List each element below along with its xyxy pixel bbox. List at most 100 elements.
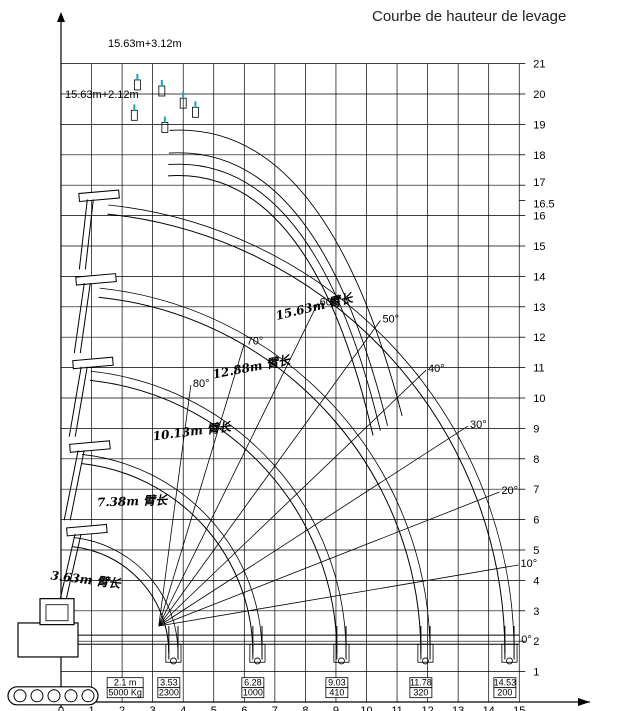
boom-drawing [58,73,199,604]
hook-icon [161,122,169,133]
boom-arm [78,199,88,270]
boom-head [69,440,111,453]
angle-label: 50° [382,313,399,325]
jib-curve [169,129,403,417]
boom-head [72,356,114,370]
x-tick-label: 15 [513,705,525,711]
hook-icon [192,106,199,118]
x-tick-label: 13 [452,705,464,711]
capacity-load-box [106,687,144,699]
hook-block [506,657,513,665]
y-tick-label: 14 [533,271,545,283]
track-wheel [64,689,78,703]
y-tick-label: 9 [533,423,539,435]
capacity-radius-label: 3.53 [160,678,178,688]
capacity-radius-label: 2.1 m [114,678,137,688]
grid [61,63,520,703]
jib-label: 15.63m+3.12m [108,38,182,50]
y-tick-label: 17 [533,177,545,189]
boom-head [66,523,108,537]
hook-block [170,657,177,665]
jib-label: 15.63m+2.12m [65,89,139,101]
x-tick-label: 12 [421,705,433,711]
boom-arm [68,366,82,437]
hook-block [254,657,261,665]
x-tick-label: 7 [272,705,278,711]
angle-ray [158,425,469,627]
y-tick-label: 19 [533,119,545,131]
boom-arc [99,287,431,654]
y-tick-label: 5 [533,545,539,557]
crane-body [17,622,79,658]
y-tick-label: 21 [533,59,545,71]
x-tick-label: 8 [302,705,308,711]
track-wheel [13,689,27,703]
x-tick-label: 9 [333,705,339,711]
x-tick-label: 0 [58,705,64,711]
boom-arm [63,450,79,521]
boom-arc [98,296,422,654]
x-tick-label: 2 [119,705,125,711]
boom-arm [74,366,88,437]
hook-icon [130,109,138,121]
x-tick-label: 3 [150,705,156,711]
capacity-load-box [409,687,433,699]
x-axis-arrow [578,698,590,706]
angle-label: 30° [470,419,487,431]
track-wheel [81,689,95,703]
boom-length-label: 7.38m 臂长 [97,493,169,509]
angle-ray [158,320,381,627]
x-tick-label: 4 [180,705,186,711]
capacity-load-box [241,687,265,699]
y-tick-label: 2 [533,636,539,648]
x-tick-label: 6 [241,705,247,711]
hook-block [501,643,518,663]
boom-length-label: 10.13m 臂长 [152,420,233,444]
x-tick-label: 14 [483,705,495,711]
capacity-load-label: 200 [497,688,512,698]
hook-block [338,657,345,665]
x-tick-label: 1 [88,705,94,711]
boom-length-label: 15.63m 臂长 [274,291,355,323]
boom-arc [107,213,506,654]
angle-label: 0° [521,634,532,646]
angle-label: 20° [501,485,518,497]
capacity-radius-label: 14.53 [494,678,517,688]
boom-arc [89,379,338,654]
y-tick-label: 16.5 [533,198,554,210]
boom-arm [84,199,94,270]
boom-arm [58,533,76,604]
y-tick-label: 15 [533,241,545,253]
capacity-radius-label: 11.78 [410,678,432,688]
hook-block [417,643,434,663]
y-tick-label: 3 [533,606,539,618]
track-wheel [47,689,61,703]
y-tick-label: 13 [533,302,545,314]
capacity-load-box [325,687,349,699]
boom-arc [81,462,254,654]
angle-label: 10° [520,558,537,570]
y-tick-label: 10 [533,393,545,405]
y-axis-arrow [57,12,65,22]
boom-arm [69,450,85,521]
angle-ray [158,369,427,627]
capacity-load-label: 5000 Kg [108,688,142,698]
boom-arc [90,370,347,654]
y-tick-label: 7 [533,484,539,496]
boom-arm [79,283,91,354]
curves [72,129,518,665]
angle-ray [158,385,192,627]
jib-curve [168,152,389,426]
x-tick-label: 10 [360,705,372,711]
chart-title: Courbe de hauteur de levage [372,8,567,25]
y-tick-label: 11 [533,363,544,375]
y-tick-label: 18 [533,150,545,162]
boom-head [75,273,117,286]
boom-arm [73,283,85,354]
capacity-load-label: 320 [413,688,428,698]
boom-length-label: 12.88m 臂长 [212,353,293,382]
jib-curve [167,175,374,436]
angle-ray [158,303,318,627]
y-tick-label: 4 [533,575,539,587]
